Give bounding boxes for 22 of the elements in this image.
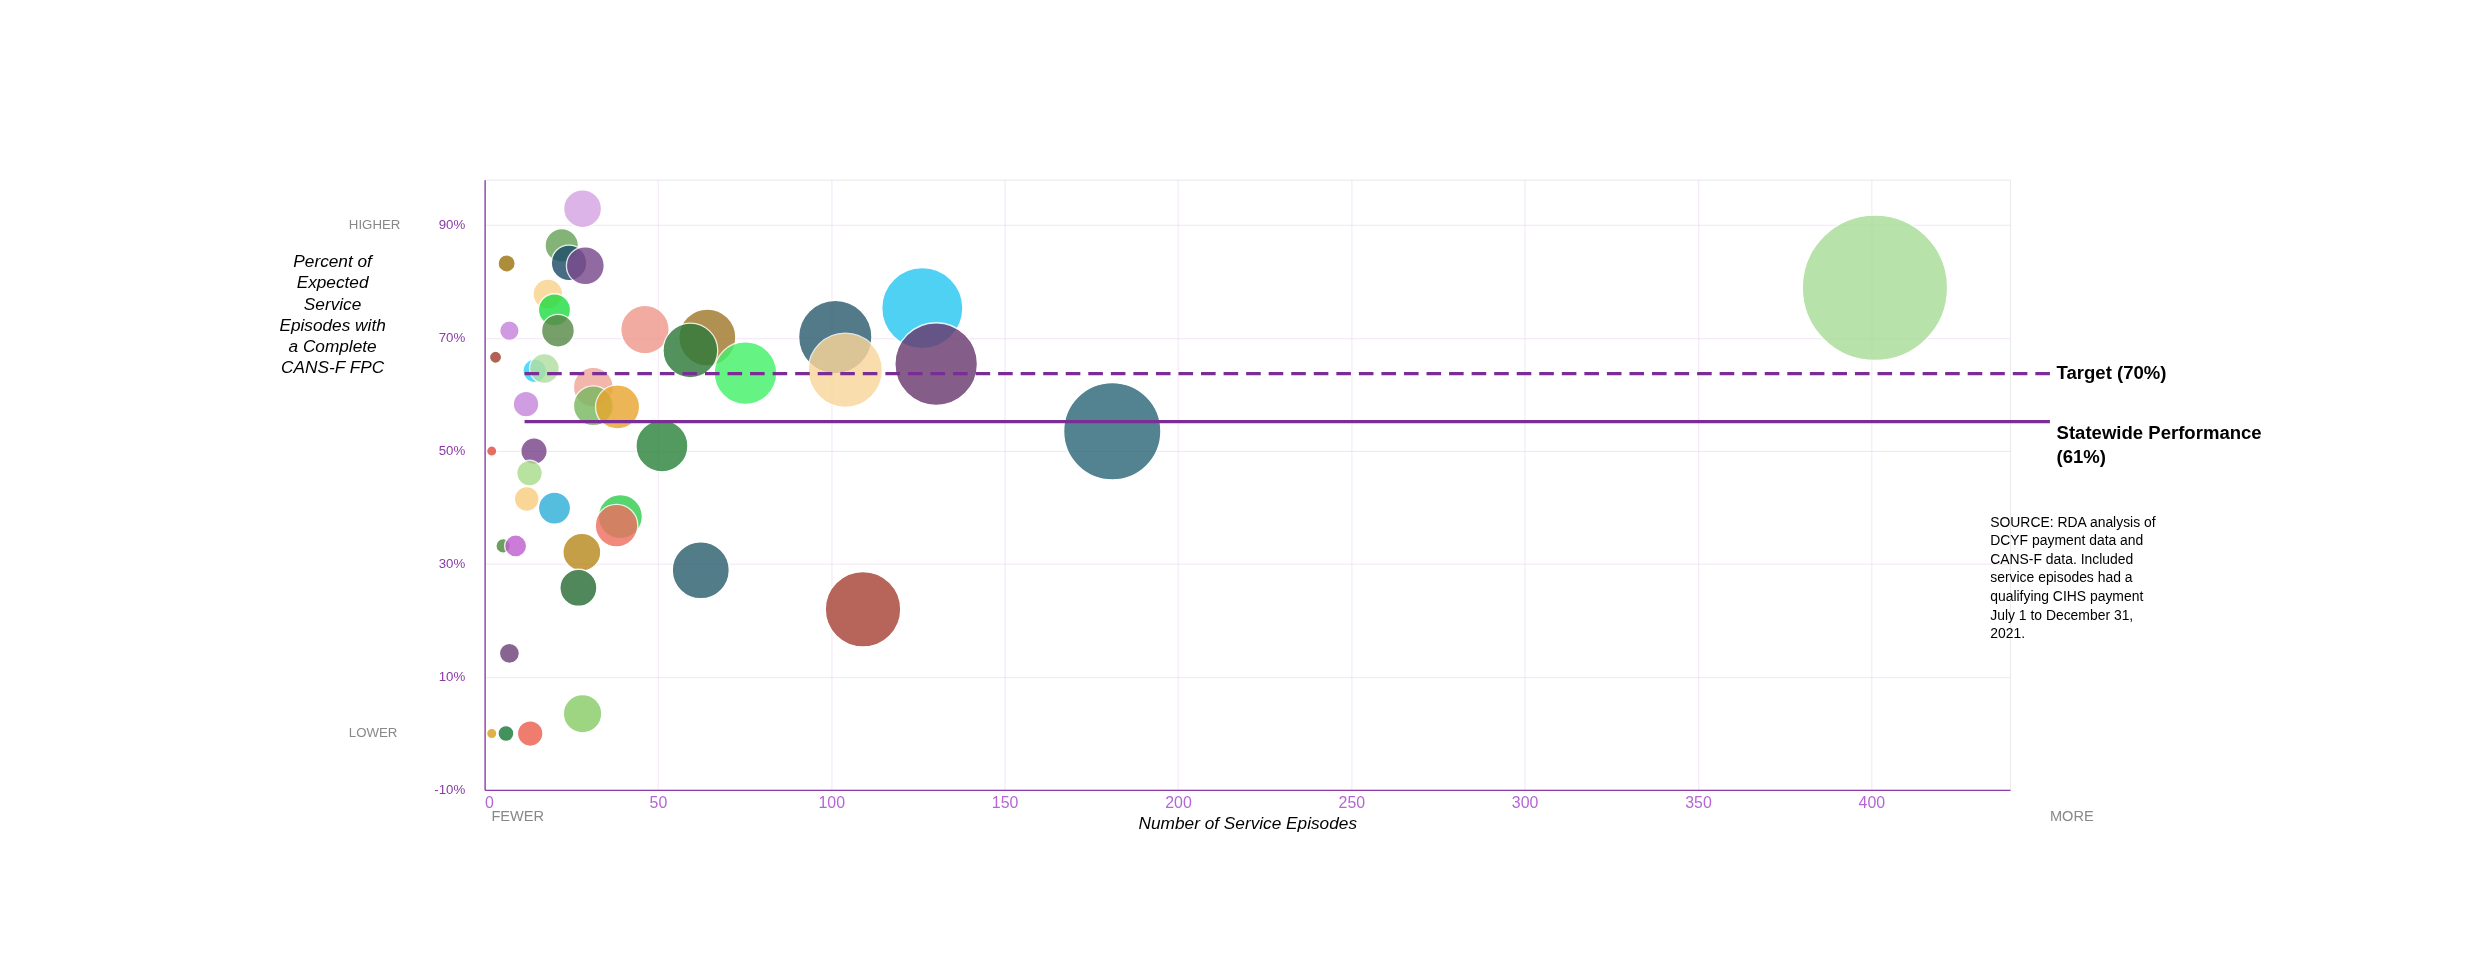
text: LOWER — [348, 725, 398, 741]
x-tick-label: 100 — [818, 794, 846, 812]
y-tick-label: 30% — [438, 556, 466, 572]
y-tick-label: 50% — [438, 443, 466, 459]
y-tick-label: -10% — [434, 782, 466, 798]
x-tick-label: 150 — [991, 794, 1019, 812]
y-tick-label: 70% — [438, 330, 466, 346]
x-tick-label: 50 — [649, 794, 668, 812]
x-tick-label: 200 — [1165, 794, 1192, 812]
y-tick-label: 90% — [438, 217, 466, 233]
ref-line-label: Target (70%) — [2056, 361, 2167, 383]
text: MORE — [2049, 808, 2094, 825]
text: HIGHER — [348, 217, 401, 233]
x-axis-title: Number of Service Episodes — [1138, 813, 1358, 834]
y-axis-title: Percent of Expected Service Episodes with a Complete CANS-F FPC — [279, 251, 386, 378]
annotation: SOURCE: RDA analysis of DCYF payment data and CANS-F data. Included service episodes had a qualifying CIHS payment July 1 to December 31, 2021. — [1990, 513, 2156, 642]
x-tick-label: 350 — [1685, 794, 1712, 812]
y-tick-label: 10% — [438, 669, 466, 685]
ref-line-label: Statewide Performance (61%) — [2056, 421, 2262, 467]
x-tick-label: 400 — [1858, 794, 1886, 812]
x-tick-label: 250 — [1338, 794, 1366, 812]
x-tick-label: 300 — [1511, 794, 1539, 812]
